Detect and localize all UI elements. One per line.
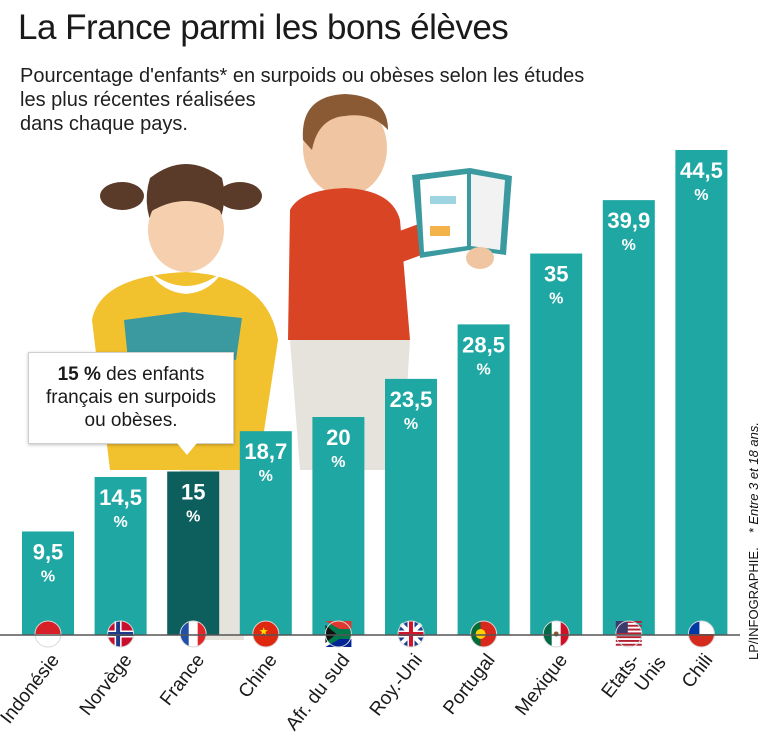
children-illustration (92, 94, 512, 640)
bar-france (167, 471, 220, 635)
category-label: Indonésie (0, 650, 64, 728)
category-label: Chine (235, 650, 282, 702)
bar-afr-du-sud (312, 417, 365, 635)
chile-flag-icon (687, 620, 715, 648)
credit: LP/INFOGRAPHIE. (746, 547, 761, 660)
bar-indonésie (22, 531, 74, 635)
france-flag-icon (179, 620, 207, 648)
portugal-flag-icon (470, 620, 498, 648)
value-label: 20 (326, 425, 350, 450)
callout-bold-value: 15 % (57, 364, 101, 385)
value-label: 23,5 (390, 387, 433, 412)
bar-portugal (457, 324, 510, 635)
unit-label: % (186, 509, 200, 526)
bar-chili (675, 150, 728, 635)
value-label: 14,5 (99, 485, 142, 510)
unit-label: % (694, 187, 708, 204)
category-label: Afr. du sud (282, 650, 354, 735)
unit-label: % (476, 361, 490, 378)
value-label: 28,5 (462, 332, 505, 357)
bar-etats-unis (602, 200, 655, 635)
category-label: France (156, 650, 209, 710)
unit-label: % (113, 514, 127, 531)
unit-label: % (41, 568, 55, 585)
callout-text: français en surpoids (45, 387, 217, 408)
category-label: Mexique (511, 650, 572, 720)
subtitle-line: les plus récentes réalisées (20, 89, 256, 111)
unit-label: % (259, 468, 273, 485)
unit-label: % (622, 237, 636, 254)
value-label: 44,5 (680, 158, 723, 183)
bar-chine (239, 431, 292, 635)
subtitle-line: Pourcentage d'enfants* en surpoids ou ob… (20, 65, 585, 87)
value-label: 9,5 (33, 539, 64, 564)
value-label: 15 (181, 480, 205, 505)
unit-label: % (549, 291, 563, 308)
chart-subtitle: Pourcentage d'enfants* en surpoids ou ob… (20, 64, 660, 136)
unit-label: % (331, 454, 345, 471)
value-label: 39,9 (607, 208, 650, 233)
credit-line: LP/INFOGRAPHIE. * Entre 3 et 18 ans. (746, 422, 761, 660)
svg-text:★: ★ (259, 625, 269, 638)
mexico-flag-icon (542, 620, 570, 648)
indonesia-flag-icon (34, 620, 62, 648)
subtitle-line: dans chaque pays. (20, 113, 188, 135)
category-label: Norvège (76, 650, 137, 720)
category-label: Chili (678, 650, 717, 692)
chart-title: La France parmi les bons élèves (18, 8, 509, 47)
usa-flag-icon (615, 620, 643, 648)
callout-text: des enfants (100, 364, 205, 385)
norway-flag-icon (107, 620, 135, 648)
unit-label: % (404, 416, 418, 433)
bar-mexique (530, 253, 583, 636)
callout-text: ou obèses. (84, 410, 178, 431)
bar-norv-ge (94, 476, 147, 635)
france-callout: 15 % des enfants français en surpoids ou… (28, 352, 234, 455)
south-africa-flag-icon (324, 620, 352, 648)
callout-tail (177, 443, 197, 455)
bar-roy-uni (385, 378, 437, 635)
value-label: 18,7 (244, 439, 287, 464)
category-label: Etats-Unis (598, 639, 671, 716)
category-label: Roy.-Uni (366, 650, 427, 720)
category-label: Portugal (439, 650, 499, 719)
value-label: 35 (544, 262, 568, 287)
footnote: * Entre 3 et 18 ans. (746, 422, 761, 534)
uk-flag-icon (397, 620, 425, 648)
china-flag-icon: ★ (252, 620, 280, 648)
